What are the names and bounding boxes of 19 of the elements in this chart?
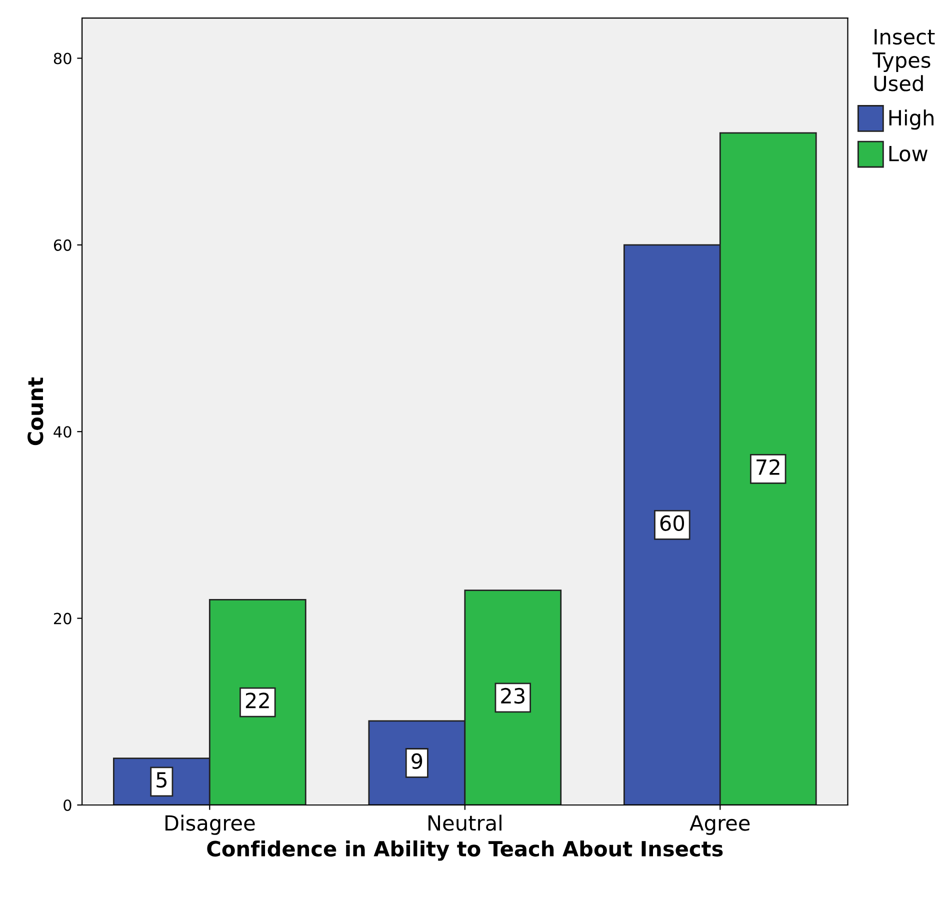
y-tick-label: 80: [54, 52, 72, 64]
y-tick-label: 60: [54, 239, 72, 251]
legend-label: Low: [889, 146, 928, 162]
y-tick-label: 40: [54, 426, 72, 438]
y-tick-label: 0: [64, 799, 72, 812]
legend-label: High: [889, 110, 934, 130]
data-label: 23: [501, 688, 524, 704]
data-label: 60: [660, 515, 684, 532]
x-tick-label: Neutral: [428, 814, 502, 831]
x-tick-label: Disagree: [166, 814, 255, 835]
data-label: 22: [246, 692, 269, 708]
data-label: 9: [412, 753, 422, 770]
data-label: 5: [156, 772, 166, 788]
x-tick-label: Agree: [690, 815, 750, 835]
legend-title: Insect Types Used: [872, 29, 935, 92]
x-axis-title: Confidence in Ability to Teach About Insects: [207, 840, 723, 861]
y-tick-label: 20: [54, 612, 72, 624]
y-axis-title: Count: [28, 377, 44, 446]
data-label: 72: [756, 459, 780, 475]
